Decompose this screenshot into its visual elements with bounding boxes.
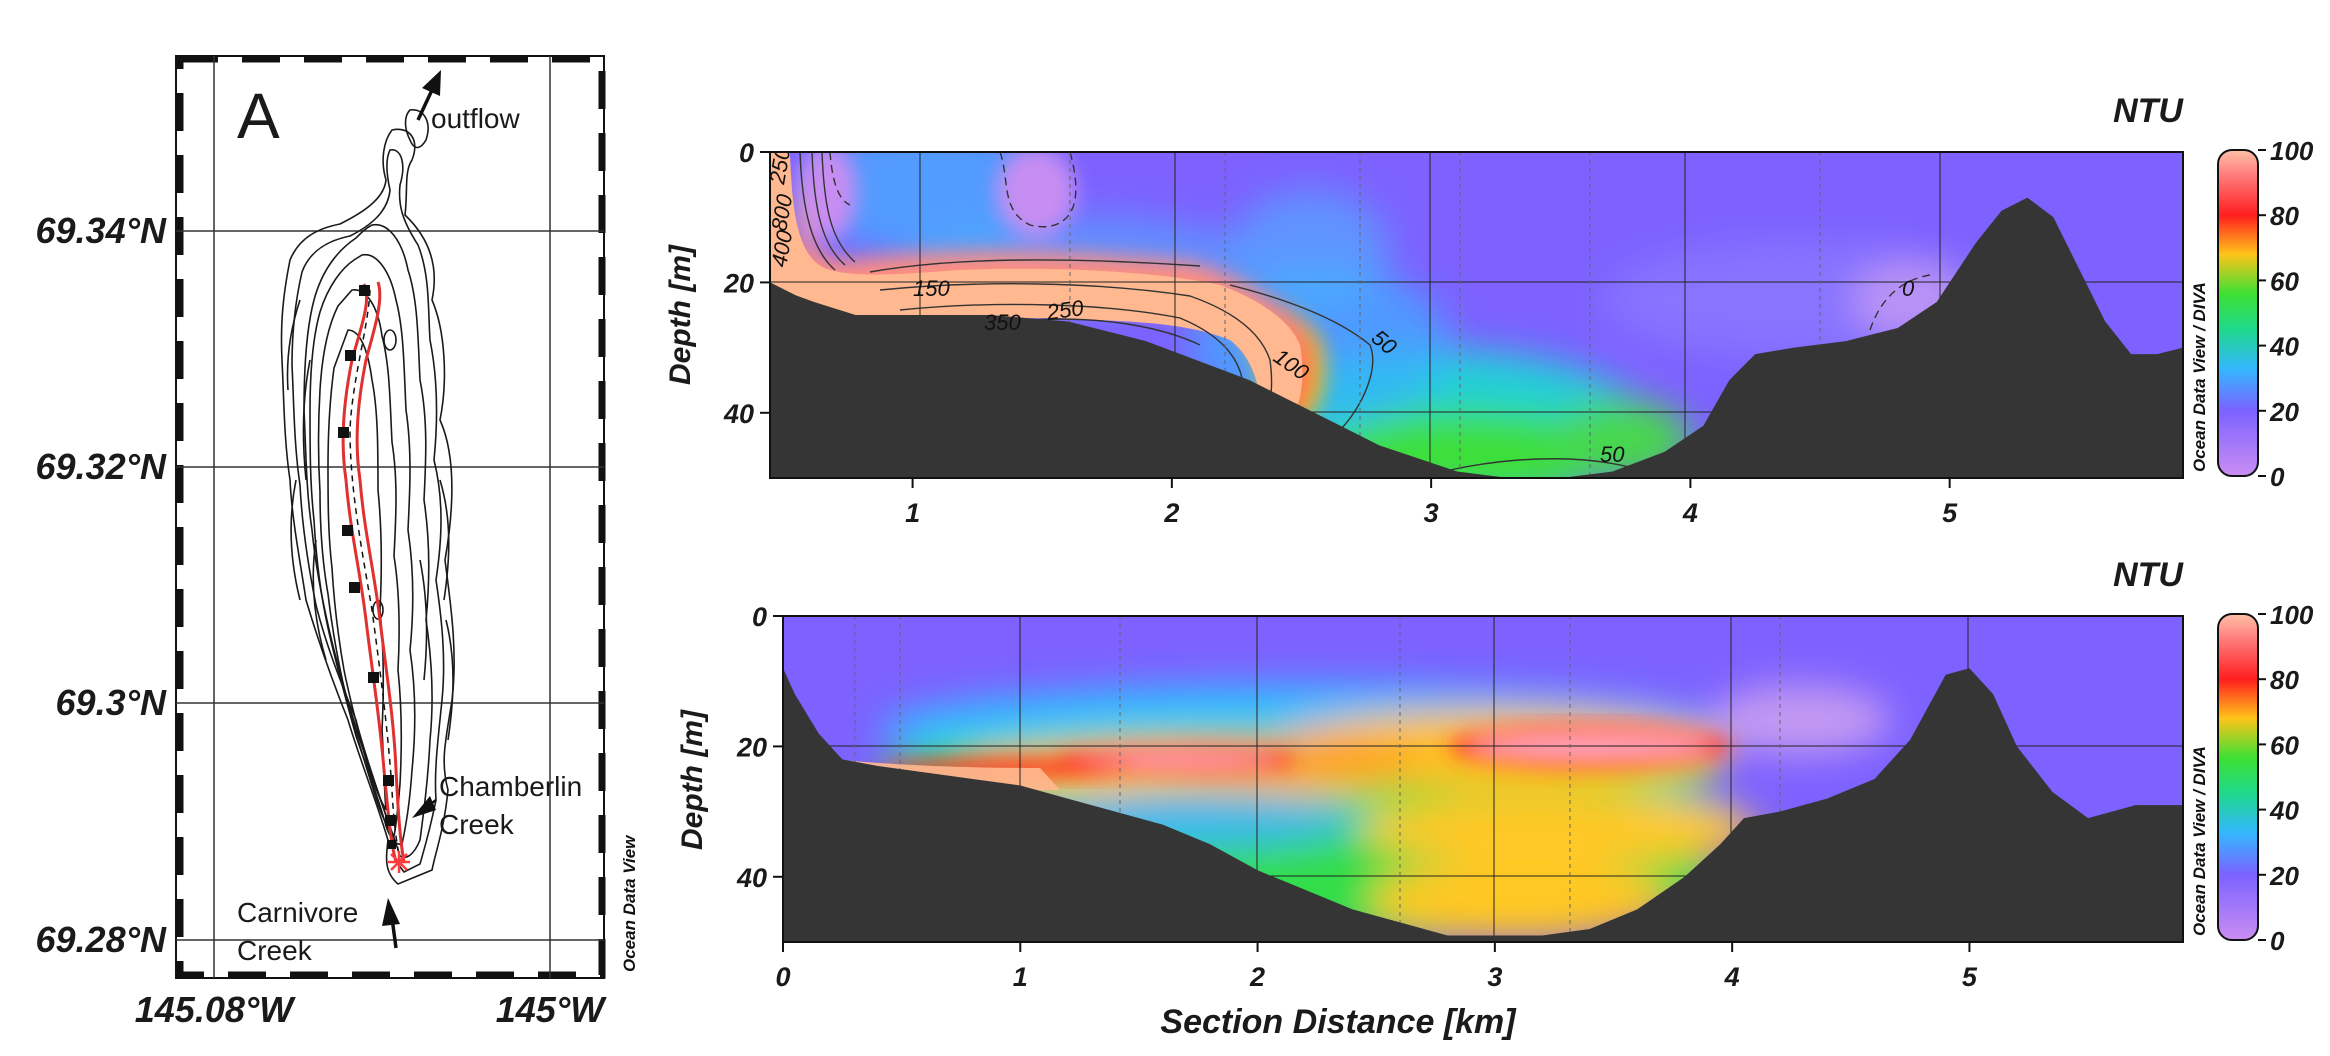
- colorbar-tick-label: 20: [2269, 397, 2299, 427]
- top-contours: [799, 152, 1931, 471]
- map-watermark: Ocean Data View: [620, 834, 639, 972]
- carnivore-inflow-arrow-icon: [382, 898, 400, 949]
- top-colorbar-watermark: Ocean Data View / DIVA: [2190, 282, 2209, 472]
- bottom-xlabel: Section Distance [km]: [1160, 1003, 1517, 1041]
- section-top-panel: NTU Depth [m]: [664, 92, 2314, 528]
- bottom-axis-ticks: 0 1 2 3 4 5 0 20 40: [736, 602, 1978, 992]
- y-tick-label: 0: [739, 138, 754, 168]
- section-bottom-panel: NTU Depth [m] Section Distance [km]: [676, 556, 2314, 1041]
- colorbar-tick-label: 40: [2269, 796, 2299, 826]
- x-tick-label: 3: [1424, 498, 1439, 528]
- top-heatmap: 250 800 400 150 350 250 100 50 0 50: [770, 152, 2183, 478]
- colorbar-tick-label: 80: [2270, 665, 2299, 695]
- y-tick-label: 20: [723, 268, 754, 298]
- colorbar-tick-label: 80: [2270, 201, 2299, 231]
- top-station-lines: [1069, 152, 1821, 478]
- chamberlin-label-line1: Chamberlin: [439, 771, 582, 802]
- lat-tick-2: 69.32°N: [36, 446, 167, 487]
- lon-tick-1: 145.08°W: [135, 989, 297, 1030]
- outflow-label: outflow: [431, 103, 520, 134]
- colorbar-tick-label: 100: [2270, 136, 2314, 166]
- contour-label: 250: [1044, 295, 1086, 325]
- lon-tick-2: 145°W: [496, 989, 607, 1030]
- carnivore-label-line2: Creek: [237, 935, 313, 966]
- station-markers: [338, 285, 396, 849]
- bottom-colorbar: [2217, 613, 2259, 941]
- top-colorbar-ticks: 0 20 40 60 80 100: [2258, 136, 2314, 492]
- x-tick-label: 2: [1163, 498, 1179, 528]
- outflow-arrow-icon: [416, 70, 441, 121]
- colorbar-tick-label: 0: [2270, 926, 2285, 956]
- contour-label: 50: [1600, 442, 1625, 467]
- x-tick-label: 4: [1682, 498, 1698, 528]
- x-tick-label: 0: [775, 962, 790, 992]
- bottom-title: NTU: [2113, 556, 2184, 594]
- x-tick-label: 1: [905, 498, 920, 528]
- top-title: NTU: [2113, 92, 2184, 130]
- bottom-bathymetry: [783, 668, 2183, 942]
- chamberlin-label-line2: Creek: [439, 809, 515, 840]
- top-colorbar: [2217, 149, 2259, 477]
- x-tick-label: 5: [1942, 498, 1958, 528]
- contour-label: 350: [984, 310, 1021, 335]
- colorbar-tick-label: 40: [2269, 332, 2299, 362]
- lat-tick-3: 69.3°N: [56, 682, 167, 723]
- map-panel: A outflow Chamberlin Creek Carnivore Cre…: [36, 55, 639, 1030]
- colorbar-tick-label: 60: [2270, 266, 2299, 296]
- panel-letter: A: [237, 80, 280, 152]
- bottom-heatmap: [783, 616, 2183, 942]
- lat-tick-1: 69.34°N: [36, 210, 167, 251]
- bottom-colorbar-ticks: 0 20 40 60 80 100: [2258, 600, 2314, 956]
- x-tick-label: 4: [1724, 962, 1740, 992]
- colorbar-tick-label: 20: [2269, 861, 2299, 891]
- y-tick-label: 40: [723, 399, 754, 429]
- top-ylabel: Depth [m]: [664, 244, 697, 385]
- start-star-icon: [388, 851, 410, 873]
- colorbar-tick-label: 100: [2270, 600, 2314, 630]
- bottom-axes-frame: [782, 615, 2184, 943]
- x-tick-label: 1: [1013, 962, 1028, 992]
- bottom-colorbar-watermark: Ocean Data View / DIVA: [2190, 746, 2209, 936]
- contour-label: 0: [1902, 276, 1915, 301]
- y-tick-label: 40: [736, 863, 767, 893]
- x-tick-label: 2: [1249, 962, 1265, 992]
- top-bathymetry: [770, 197, 2183, 478]
- x-tick-label: 5: [1962, 962, 1978, 992]
- top-axes-frame: [769, 151, 2184, 479]
- map-neatline: [176, 55, 606, 979]
- contour-label: 150: [913, 276, 950, 301]
- bottom-ylabel: Depth [m]: [676, 709, 709, 850]
- x-tick-label: 3: [1487, 962, 1502, 992]
- carnivore-label-line1: Carnivore: [237, 897, 358, 928]
- y-tick-label: 20: [736, 732, 767, 762]
- colorbar-tick-label: 60: [2270, 730, 2299, 760]
- chamberlin-arrow-icon: [412, 796, 437, 818]
- y-tick-label: 0: [752, 602, 767, 632]
- colorbar-tick-label: 0: [2270, 462, 2285, 492]
- lat-tick-4: 69.28°N: [36, 919, 167, 960]
